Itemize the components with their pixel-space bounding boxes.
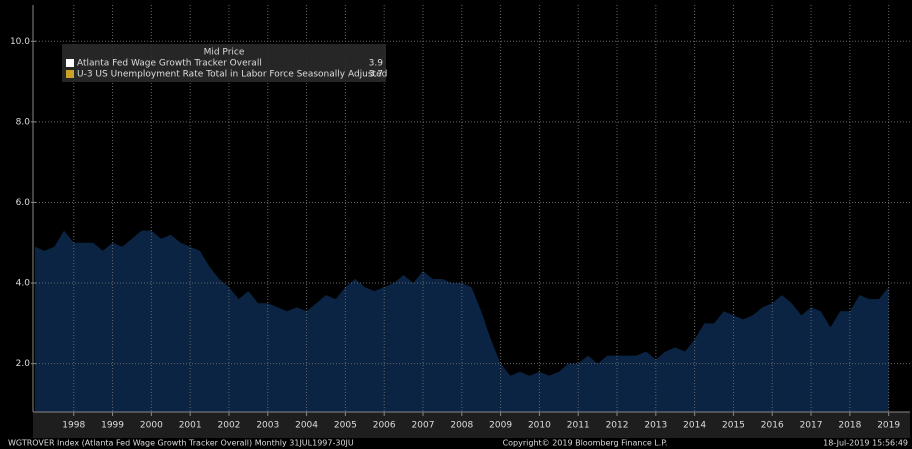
x-tick-label: 2005	[334, 421, 357, 431]
legend-value: 3.9	[369, 59, 384, 69]
x-tick-label: 2007	[412, 421, 435, 431]
x-tick-label: 2006	[373, 421, 396, 431]
footer-right: 18-Jul-2019 15:56:49	[823, 439, 908, 448]
x-tick-label: 2004	[295, 421, 318, 431]
x-tick-label: 2000	[140, 421, 163, 431]
y-tick-label: 4.0	[16, 279, 31, 289]
legend-value: 3.7	[369, 70, 383, 80]
y-tick-label: 2.0	[16, 359, 31, 369]
x-tick-label: 2019	[877, 421, 900, 431]
x-axis-strip	[33, 412, 910, 438]
x-tick-label: 2016	[761, 421, 784, 431]
y-tick-label: 10.0	[10, 37, 30, 47]
x-tick-label: 2015	[722, 421, 745, 431]
x-tick-label: 2014	[683, 421, 706, 431]
x-tick-label: 2003	[256, 421, 279, 431]
footer-left: WGTROVER Index (Atlanta Fed Wage Growth …	[8, 439, 354, 448]
x-tick-label: 2008	[450, 421, 473, 431]
x-tick-label: 2012	[606, 421, 629, 431]
x-tick-label: 2001	[179, 421, 202, 431]
x-tick-label: 1999	[101, 421, 124, 431]
x-tick-label: 2017	[800, 421, 823, 431]
x-tick-label: 2011	[567, 421, 590, 431]
legend-swatch	[66, 70, 74, 78]
x-tick-label: 2013	[644, 421, 667, 431]
x-tick-label: 2002	[218, 421, 241, 431]
x-tick-label: 2009	[489, 421, 512, 431]
x-tick-label: 2018	[838, 421, 861, 431]
footer-center: Copyright© 2019 Bloomberg Finance L.P.	[503, 439, 668, 448]
y-tick-label: 8.0	[16, 117, 31, 127]
legend-box	[62, 44, 386, 82]
x-tick-label: 1998	[62, 421, 85, 431]
legend-title: Mid Price	[204, 48, 245, 58]
legend-label: Atlanta Fed Wage Growth Tracker Overall	[77, 59, 262, 69]
area	[34, 230, 889, 412]
legend-label: U-3 US Unemployment Rate Total in Labor …	[77, 70, 387, 80]
legend-swatch	[66, 59, 74, 67]
y-tick-label: 6.0	[16, 198, 31, 208]
x-tick-label: 2010	[528, 421, 551, 431]
